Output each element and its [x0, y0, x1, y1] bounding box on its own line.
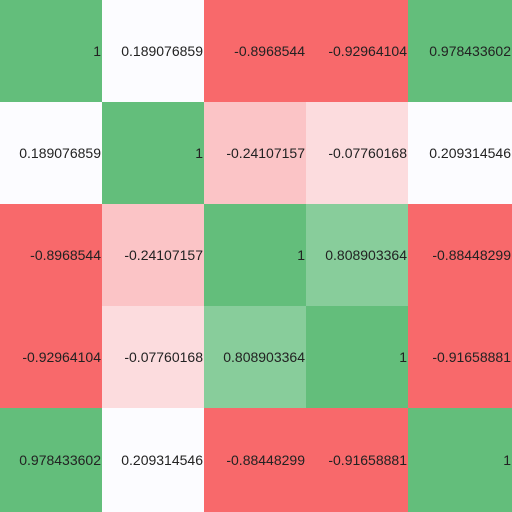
matrix-cell-r1-c1[interactable]: 1	[0, 0, 102, 102]
matrix-cell-r3-c2[interactable]: -0.24107157	[102, 204, 204, 306]
matrix-cell-r4-c1[interactable]: -0.92964104	[0, 306, 102, 408]
matrix-cell-r3-c1[interactable]: -0.8968544	[0, 204, 102, 306]
matrix-cell-r5-c3[interactable]: -0.88448299	[204, 408, 306, 512]
matrix-cell-r2-c3[interactable]: -0.24107157	[204, 102, 306, 204]
matrix-cell-r4-c4[interactable]: 1	[306, 306, 408, 408]
matrix-cell-r5-c1[interactable]: 0.978433602	[0, 408, 102, 512]
matrix-cell-r5-c4[interactable]: -0.91658881	[306, 408, 408, 512]
matrix-cell-r1-c2[interactable]: 0.189076859	[102, 0, 204, 102]
matrix-cell-r3-c5[interactable]: -0.88448299	[408, 204, 512, 306]
matrix-cell-r2-c5[interactable]: 0.209314546	[408, 102, 512, 204]
matrix-cell-r1-c4[interactable]: -0.92964104	[306, 0, 408, 102]
matrix-cell-r4-c5[interactable]: -0.91658881	[408, 306, 512, 408]
matrix-cell-r2-c1[interactable]: 0.189076859	[0, 102, 102, 204]
matrix-cell-r5-c5[interactable]: 1	[408, 408, 512, 512]
matrix-cell-r5-c2[interactable]: 0.209314546	[102, 408, 204, 512]
matrix-cell-r3-c3[interactable]: 1	[204, 204, 306, 306]
matrix-cell-r4-c2[interactable]: -0.07760168	[102, 306, 204, 408]
matrix-cell-r3-c4[interactable]: 0.808903364	[306, 204, 408, 306]
matrix-cell-r1-c3[interactable]: -0.8968544	[204, 0, 306, 102]
matrix-cell-r4-c3[interactable]: 0.808903364	[204, 306, 306, 408]
matrix-cell-r2-c2[interactable]: 1	[102, 102, 204, 204]
matrix-cell-r1-c5[interactable]: 0.978433602	[408, 0, 512, 102]
matrix-cell-r2-c4[interactable]: -0.07760168	[306, 102, 408, 204]
